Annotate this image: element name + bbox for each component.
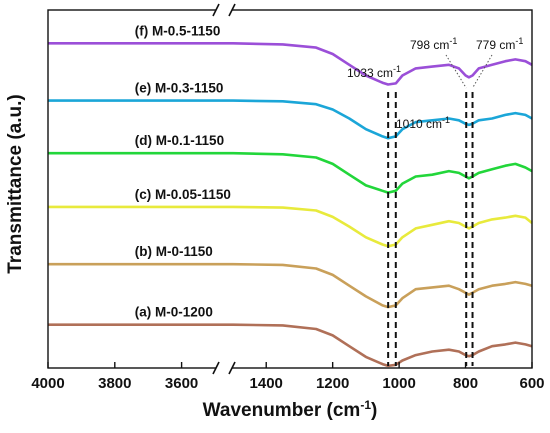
annotation-798: 798 cm-1 [410,36,457,52]
x-tick-label-1000: 1000 [382,375,415,392]
series-label-4: (b) M-0-1150 [135,244,213,259]
axis-break-gap-0 [216,7,232,13]
x-tick-label-3800: 3800 [98,375,131,392]
series-label-5: (a) M-0-1200 [135,305,213,320]
series-line-0 [48,42,533,86]
series-label-1: (e) M-0.3-1150 [135,81,224,96]
axis-break-mark [228,3,236,17]
x-tick-label-600: 600 [519,375,544,392]
plot-frame [47,9,533,369]
series-line-5 [48,323,533,368]
x-tick-label-3600: 3600 [165,375,198,392]
annotation-leader-798 [445,54,467,89]
series-line-2 [48,151,533,194]
peak-annotations: 1033 cm-1 1010 cm-1 798 cm-1 779 cm-1 [347,36,523,131]
axes: 4000 3800 3600 1400 1200 1000 800 600 [31,3,545,392]
x-axis-title: Wavenumber (cm-1) [203,398,378,421]
annotation-1010: 1010 cm-1 [396,115,450,131]
axis-break-mark [212,3,220,17]
annotation-1033: 1033 cm-1 [347,64,401,80]
annotation-779: 779 cm-1 [476,36,523,52]
series-line-3 [48,205,533,248]
x-tick-label-800: 800 [453,375,478,392]
series-label-0: (f) M-0.5-1150 [135,23,221,38]
series-line-1 [48,99,533,140]
reference-lines [387,92,474,366]
series-labels: (f) M-0.5-1150 (e) M-0.3-1150 (d) M-0.1-11… [135,23,231,319]
x-tick-label-1400: 1400 [250,375,283,392]
x-tick-label-1200: 1200 [316,375,349,392]
axis-break-mark [228,361,236,375]
y-axis-title: Transmittance (a.u.) [5,94,26,274]
series-line-4 [48,262,533,309]
series-label-2: (d) M-0.1-1150 [135,133,224,148]
series-layer [48,42,533,368]
axis-break-mark [212,361,220,375]
annotation-leader-779 [472,54,493,89]
x-tick-label-4000: 4000 [31,375,64,392]
axis-break-gap-1 [216,365,232,371]
series-label-3: (c) M-0.05-1150 [135,187,231,202]
